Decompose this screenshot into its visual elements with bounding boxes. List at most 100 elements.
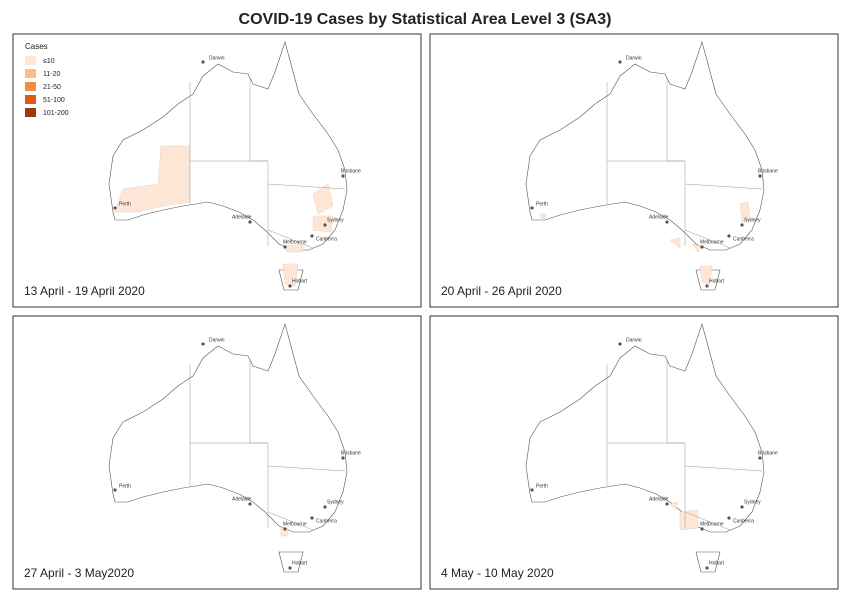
figure-title: COVID-19 Cases by Statistical Area Level… xyxy=(239,11,612,28)
australia-map: Darwin Perth Adelaide Melbourne Canberra Sydn… xyxy=(525,322,778,573)
legend-title: Cases xyxy=(25,42,48,51)
city-dot xyxy=(530,488,534,492)
city-dot xyxy=(248,220,252,224)
city-label: Melbourne xyxy=(700,521,724,527)
case-region xyxy=(691,243,703,253)
city-dot xyxy=(201,342,205,346)
city-label: Darwin xyxy=(209,55,225,61)
city-dot xyxy=(618,60,622,64)
panel-date: 20 April - 26 April 2020 xyxy=(441,284,562,298)
australia-map: Darwin Perth Adelaide Melbourne Canberra Sydn… xyxy=(108,40,361,291)
city-label: Perth xyxy=(536,483,548,489)
case-region xyxy=(679,509,699,531)
state-border xyxy=(189,78,346,249)
city-label: Hobart xyxy=(709,560,725,566)
city-label: Melbourne xyxy=(700,239,724,245)
city-label: Perth xyxy=(536,201,548,207)
map-panel: Darwin Perth Adelaide Melbourne Canberra Sydn… xyxy=(429,315,839,590)
city-dot xyxy=(323,505,327,509)
city-dot xyxy=(248,502,252,506)
city-dot xyxy=(740,223,744,227)
city-dot xyxy=(727,516,731,520)
city-label: Brisbane xyxy=(341,450,361,456)
city-dot xyxy=(288,566,292,570)
city-dot xyxy=(705,566,709,570)
case-region xyxy=(284,243,304,253)
legend-swatch xyxy=(25,56,36,65)
city-dot xyxy=(310,234,314,238)
australia-map: Darwin Perth Adelaide Melbourne Canberra Sydn… xyxy=(108,322,361,573)
legend-swatch xyxy=(25,95,36,104)
city-label: Adelaide xyxy=(649,496,669,502)
city-dot xyxy=(665,220,669,224)
legend-label: 51-100 xyxy=(43,97,65,104)
city-label: Sydney xyxy=(744,499,761,505)
case-region xyxy=(739,201,751,223)
legend-label: 11-20 xyxy=(43,71,60,78)
city-label: Adelaide xyxy=(232,496,252,502)
city-dot xyxy=(530,206,534,210)
city-dot xyxy=(665,502,669,506)
city-dot xyxy=(283,527,287,531)
city-dot xyxy=(618,342,622,346)
city-label: Sydney xyxy=(327,499,344,505)
city-dot xyxy=(727,234,731,238)
city-dot xyxy=(758,174,762,178)
city-dot xyxy=(113,206,117,210)
panel-date: 13 April - 19 April 2020 xyxy=(24,284,145,298)
panel-date: 4 May - 10 May 2020 xyxy=(441,566,554,580)
case-region xyxy=(539,213,547,223)
city-label: Hobart xyxy=(292,278,308,284)
land-outline xyxy=(525,322,765,573)
city-dot xyxy=(288,284,292,288)
land-outline xyxy=(108,322,348,573)
city-dot xyxy=(201,60,205,64)
state-border xyxy=(606,78,763,249)
city-label: Darwin xyxy=(209,337,225,343)
city-label: Canberra xyxy=(316,236,337,242)
city-label: Canberra xyxy=(733,518,754,524)
legend-swatch xyxy=(25,82,36,91)
city-dot xyxy=(341,174,345,178)
city-label: Adelaide xyxy=(232,214,252,220)
city-label: Canberra xyxy=(733,236,754,242)
city-label: Melbourne xyxy=(283,521,307,527)
city-label: Brisbane xyxy=(758,168,778,174)
panel-date: 27 April - 3 May2020 xyxy=(24,566,134,580)
city-label: Canberra xyxy=(316,518,337,524)
city-label: Sydney xyxy=(744,217,761,223)
city-label: Darwin xyxy=(626,337,642,343)
city-label: Sydney xyxy=(327,217,344,223)
city-dot xyxy=(758,456,762,460)
legend-label: 21-50 xyxy=(43,84,61,91)
australia-map: Darwin Perth Adelaide Melbourne Canberra Sydn… xyxy=(525,40,778,291)
case-region xyxy=(699,265,713,285)
city-dot xyxy=(113,488,117,492)
city-label: Brisbane xyxy=(758,450,778,456)
case-region xyxy=(312,215,334,233)
state-border xyxy=(189,360,346,531)
city-dot xyxy=(310,516,314,520)
city-dot xyxy=(700,245,704,249)
case-region xyxy=(669,501,679,511)
city-label: Hobart xyxy=(292,560,308,566)
city-dot xyxy=(700,527,704,531)
land-outline xyxy=(525,40,765,291)
city-dot xyxy=(283,245,287,249)
state-border xyxy=(606,360,763,531)
city-label: Hobart xyxy=(709,278,725,284)
case-region xyxy=(282,263,299,287)
city-label: Brisbane xyxy=(341,168,361,174)
city-label: Perth xyxy=(119,201,131,207)
city-label: Melbourne xyxy=(283,239,307,245)
map-panel: Darwin Perth Adelaide Melbourne Canberra Sydn… xyxy=(12,315,422,590)
map-panel: Darwin Perth Adelaide Melbourne Canberra Sydn… xyxy=(429,33,839,308)
city-label: Adelaide xyxy=(649,214,669,220)
case-region xyxy=(669,237,681,249)
city-dot xyxy=(740,505,744,509)
city-label: Perth xyxy=(119,483,131,489)
city-label: Darwin xyxy=(626,55,642,61)
city-dot xyxy=(323,223,327,227)
legend-swatch xyxy=(25,108,36,117)
